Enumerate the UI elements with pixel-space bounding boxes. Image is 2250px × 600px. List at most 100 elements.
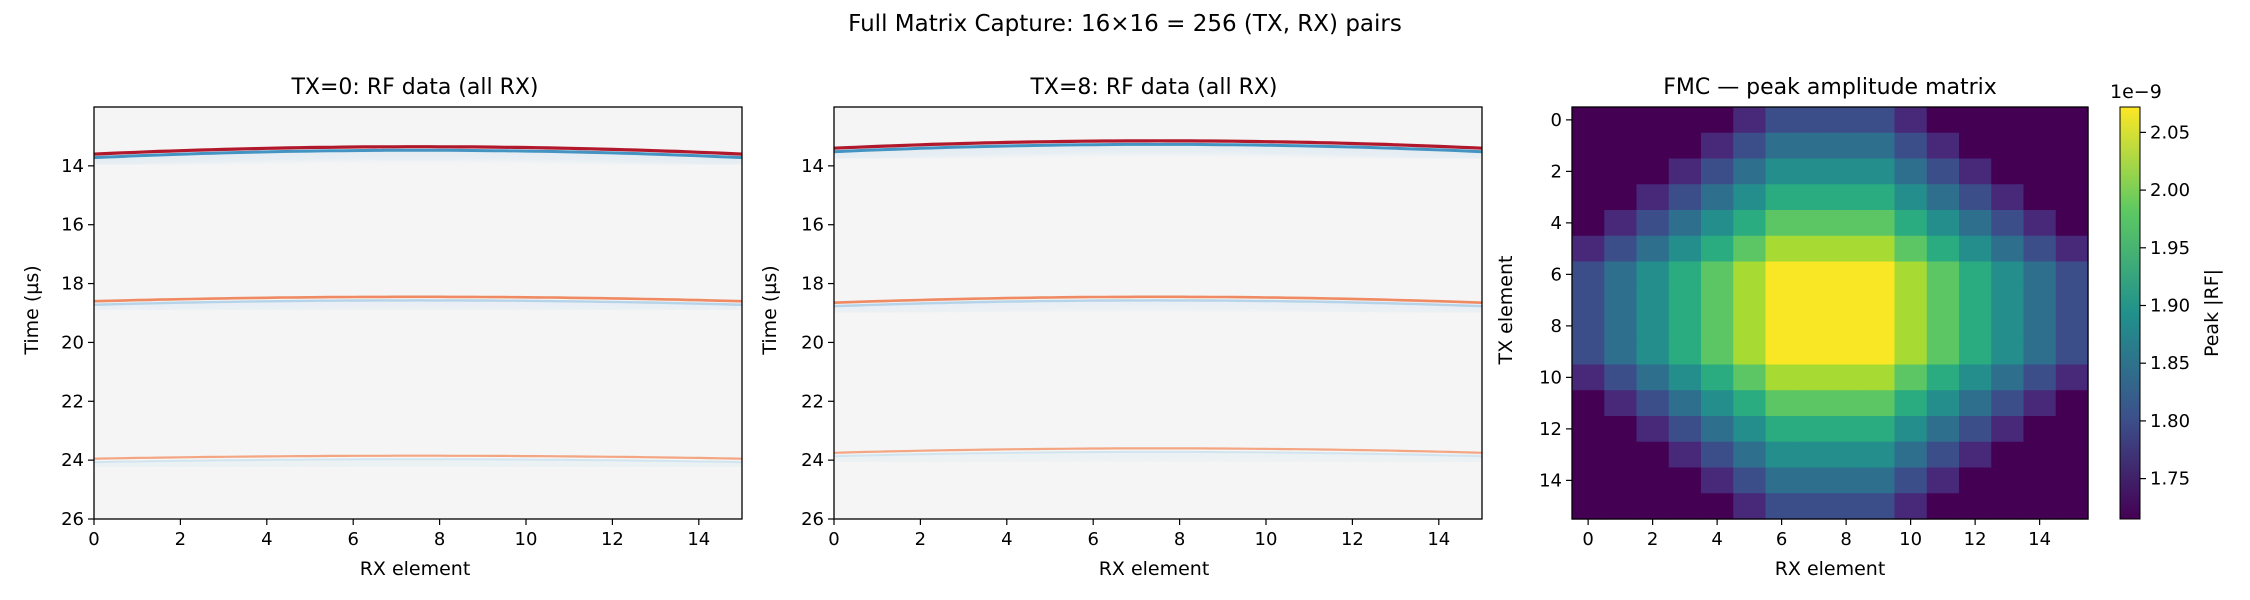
heatmap-cell: [1604, 313, 1638, 340]
heatmap-cell: [1959, 107, 1992, 134]
heatmap-cell: [1991, 416, 2025, 443]
heatmap-cell: [1701, 210, 1734, 237]
heatmap-cell: [1733, 132, 1767, 160]
heatmap-cell: [1733, 467, 1767, 494]
heatmap-cell: [1604, 390, 1638, 417]
heatmap-cell: [1604, 467, 1638, 494]
heatmap-cell: [1604, 158, 1638, 185]
heatmap-cell: [1926, 364, 1960, 391]
plot-frame: [1571, 106, 2089, 520]
rf-panel-tx0: TX=0: RF data (all RX) RX element Time (…: [21, 75, 743, 580]
heatmap-cell: [2023, 261, 2057, 288]
heatmap-cell: [1765, 235, 1799, 263]
heatmap-cell: [1894, 467, 1928, 494]
y-axis-label: Time (µs): [21, 265, 43, 355]
heatmap-cell: [1894, 493, 1928, 520]
heatmap-cell: [1894, 184, 1928, 211]
heatmap-cell: [1797, 467, 1831, 494]
heatmap-cell: [2023, 313, 2057, 340]
heatmap-cell: [1701, 107, 1734, 134]
heatmap-cell: [1926, 493, 1960, 520]
heatmap-cell: [1991, 107, 2025, 134]
heatmap-cell: [1862, 261, 1896, 288]
fmc-panel-title: FMC — peak amplitude matrix: [1663, 75, 1997, 100]
heatmap-cell: [1797, 416, 1831, 443]
y-tick-label: 4: [1551, 213, 1562, 234]
heatmap-cell: [1668, 287, 1702, 314]
rf-panel-title: TX=8: RF data (all RX): [1029, 75, 1277, 100]
heatmap-cell: [1701, 390, 1734, 417]
heatmap-cell: [1894, 416, 1928, 443]
heatmap-cell: [1701, 338, 1734, 366]
heatmap-cell: [1572, 467, 1605, 494]
heatmap-cell: [2055, 210, 2089, 237]
heatmap-cell: [1668, 261, 1702, 288]
heatmap-cell: [1926, 261, 1960, 288]
heatmap-cell: [1959, 313, 1992, 340]
heatmap-cell: [2023, 441, 2057, 469]
y-tick-label: 18: [61, 274, 84, 295]
heatmap-cell: [1668, 416, 1702, 443]
x-tick-label: 2: [915, 529, 926, 550]
heatmap-cell: [1604, 132, 1638, 160]
heatmap-cell: [1894, 132, 1928, 160]
heatmap-cell: [1765, 338, 1799, 366]
fmc-panel: FMC — peak amplitude matrix RX element T…: [1495, 75, 2223, 580]
colorbar-tick-label: 1.85: [2150, 353, 2190, 374]
heatmap-cell: [1765, 441, 1799, 469]
x-tick-label: 0: [828, 529, 839, 550]
colorbar-tick-label: 1.80: [2150, 411, 2190, 432]
echo-positive-lobe: [834, 447, 1482, 454]
heatmap-cell: [1636, 261, 1670, 288]
heatmap-cell: [1701, 364, 1734, 391]
heatmap-cell: [1797, 287, 1831, 314]
x-tick-label: 6: [1087, 529, 1098, 550]
heatmap-cell: [1959, 390, 1992, 417]
heatmap-cell: [1991, 338, 2025, 366]
heatmap-cell: [1959, 338, 1992, 366]
rf-panel-title: TX=0: RF data (all RX): [290, 75, 538, 100]
heatmap-cell: [1797, 158, 1831, 185]
heatmap-cell: [2055, 467, 2089, 494]
y-tick-label: 20: [61, 332, 84, 353]
heatmap-cell: [1991, 235, 2025, 263]
heatmap-cell: [1765, 158, 1799, 185]
heatmap-cell: [1959, 364, 1992, 391]
x-tick-label: 4: [261, 529, 272, 550]
echo-positive-lobe: [94, 295, 742, 303]
heatmap-cell: [1604, 184, 1638, 211]
heatmap-cell: [2023, 107, 2057, 134]
colorbar-tick-label: 1.95: [2150, 238, 2190, 259]
heatmap-cell: [1636, 338, 1670, 366]
heatmap-cell: [1894, 210, 1928, 237]
x-tick-label: 4: [1711, 529, 1722, 550]
heatmap-cell: [2023, 416, 2057, 443]
heatmap-cell: [1765, 364, 1799, 391]
heatmap-cell: [1830, 364, 1863, 391]
y-tick-label: 26: [61, 509, 84, 530]
heatmap-cell: [1830, 210, 1863, 237]
heatmap-cell: [2023, 235, 2057, 263]
echo-0: [834, 139, 1482, 162]
heatmap-cell: [1701, 493, 1734, 520]
heatmap-cell: [1636, 184, 1670, 211]
heatmap-cell: [1733, 235, 1767, 263]
heatmap-cell: [1797, 390, 1831, 417]
heatmap-cell: [1733, 158, 1767, 185]
heatmap-cell: [1572, 313, 1605, 340]
heatmap-cell: [1862, 107, 1896, 134]
heatmap-cell: [1959, 184, 1992, 211]
heatmap-cell: [1862, 210, 1896, 237]
heatmap-cell: [1668, 210, 1702, 237]
heatmap-cell: [1765, 107, 1799, 134]
echo-positive-lobe: [834, 295, 1482, 304]
heatmap-cell: [1572, 261, 1605, 288]
x-tick-label: 10: [515, 529, 538, 550]
echo-halo: [834, 296, 1482, 317]
heatmap-cell: [1926, 158, 1960, 185]
heatmap-cell: [1733, 184, 1767, 211]
heatmap-cell: [1991, 158, 2025, 185]
heatmap-cell: [1668, 184, 1702, 211]
heatmap-cell: [1701, 184, 1734, 211]
x-tick-label: 10: [1899, 529, 1922, 550]
